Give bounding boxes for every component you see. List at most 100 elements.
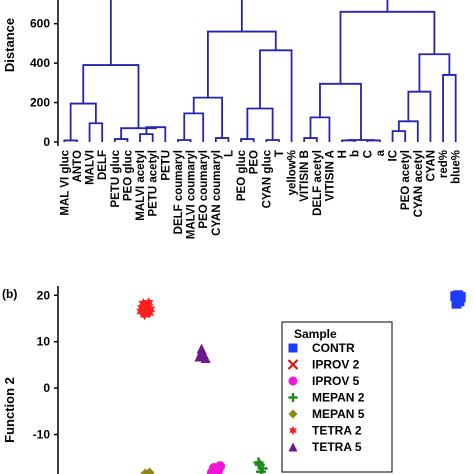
dendrogram-leaf-label: PEO xyxy=(249,150,261,174)
dendrogram-leaf-label: DELF acetyl xyxy=(312,150,324,216)
dendrogram-leaf-label: CYAN coumaryl xyxy=(211,150,223,236)
dendrogram-leaf-label: PEO coumaryl xyxy=(198,150,210,229)
dendrogram-leaf-label: PETU xyxy=(160,150,172,181)
scatter-y-tick-label: 20 xyxy=(37,288,51,302)
dendrogram-branch xyxy=(407,90,432,142)
dendrogram-leaf-label: MAL VI gluc xyxy=(59,149,71,215)
dendrogram-branch xyxy=(319,82,362,141)
dendrogram-leaf-label: b xyxy=(350,150,362,157)
dendrogram-leaf-label: MALVI coumaryl xyxy=(186,150,198,239)
legend-label: TETRA 5 xyxy=(312,440,362,454)
dendrogram-leaf-label: CYAN acetyl xyxy=(413,150,425,217)
scatter-point xyxy=(140,468,151,474)
legend-label: IPROV 2 xyxy=(312,358,360,372)
scatter-point xyxy=(145,303,156,315)
dendrogram-branch xyxy=(183,112,205,142)
dendrogram-leaf-label: H xyxy=(337,150,349,158)
dendrogram-leaf-label: MALVI xyxy=(85,150,97,185)
legend-marker xyxy=(288,409,298,419)
dendrogram-leaf-label: PEO acetyl xyxy=(400,150,412,210)
dendrogram-branch xyxy=(88,122,104,142)
panel-label-b: (b) xyxy=(2,287,17,301)
legend-marker xyxy=(289,426,297,435)
dendrogram-branch xyxy=(391,130,407,142)
dendrogram-leaf-label: PEO gluc xyxy=(122,149,134,201)
scatter-y-axis: 20 10 0 -10 xyxy=(33,286,59,474)
dendrogram-leaf-label: DELF coumaryl xyxy=(173,150,185,234)
scatter-point xyxy=(200,352,211,363)
legend-marker xyxy=(288,442,298,452)
legend-marker xyxy=(288,376,298,386)
dendrogram-leaf-label: PEO gluc xyxy=(236,149,248,201)
dendrogram-branch xyxy=(145,126,167,142)
scatter-y-tick-label: 10 xyxy=(37,335,51,349)
dendrogram-branch xyxy=(246,107,274,141)
dendrogram-branch xyxy=(303,137,318,142)
dendrogram-y-axis: 0 200 400 600 xyxy=(30,0,59,149)
dendrogram-branch xyxy=(418,53,451,92)
dendrogram-branch xyxy=(69,102,97,141)
dendrogram-branch xyxy=(139,133,154,142)
dendrogram-leaf-label: ANTO xyxy=(72,150,84,182)
dendrogram-branch xyxy=(120,127,157,140)
dendrogram-y-tick-label: 200 xyxy=(30,96,50,110)
dendrogram-y-tick-label: 0 xyxy=(43,135,50,149)
legend-title: Sample xyxy=(294,327,337,341)
dendrogram-leaf-label: MALVI acetyl xyxy=(135,150,147,221)
dendrogram-leaf-label: CYAN gluc xyxy=(261,149,273,208)
legend-label: TETRA 2 xyxy=(312,424,362,438)
dendrogram-leaf-label: C xyxy=(362,150,374,158)
dendrogram-branch xyxy=(339,10,436,84)
dendrogram-y-tick-label: 400 xyxy=(30,56,50,70)
scatter-y-axis-label: Function 2 xyxy=(2,377,17,443)
dendrogram-leaf-label: VITISIN A xyxy=(324,150,336,201)
legend-marker xyxy=(287,359,299,370)
legend-label: IPROV 5 xyxy=(312,374,360,388)
scatter-y-tick-label: 0 xyxy=(43,381,50,395)
dendrogram-branch xyxy=(240,138,255,142)
dendrogram-branch xyxy=(214,137,230,142)
dendrogram-leaf-label: L xyxy=(223,150,235,157)
dendrogram-branch xyxy=(113,138,129,142)
dendrogram-leaf-label: DELF xyxy=(97,150,109,180)
dendrogram-y-axis-label: Distance xyxy=(2,18,17,72)
dendrogram-leaf-label: PETU acetyl xyxy=(148,150,160,216)
scatter-y-tick-label: -10 xyxy=(33,428,51,442)
legend-label: MEPAN 5 xyxy=(312,407,365,421)
dendrogram-leaf-label: T xyxy=(274,150,286,157)
scatter-point xyxy=(137,302,147,314)
scatter-point xyxy=(215,461,226,472)
scatter-points xyxy=(136,290,466,474)
dendrogram-branch xyxy=(82,64,140,129)
dendrogram-leaf-label: yellow% xyxy=(287,150,299,195)
dendrogram-branch xyxy=(265,139,280,142)
dendrogram-branches xyxy=(63,0,457,142)
scatter-point xyxy=(142,300,153,312)
dendrogram-branch xyxy=(397,120,419,142)
scatter-point xyxy=(138,298,149,310)
scatter-point xyxy=(256,466,267,474)
scatter-point xyxy=(143,297,154,309)
dendrogram-branch xyxy=(207,30,277,98)
dendrogram-branch xyxy=(442,74,457,142)
dendrogram-leaf-label: CYAN xyxy=(425,150,437,182)
scatter-point xyxy=(196,346,207,357)
dendrogram-leaf-label: VITISIN B xyxy=(299,150,311,202)
dendrogram-y-tick-label: 600 xyxy=(30,17,50,31)
dendrogram-leaf-labels: MAL VI gluc ANTO MALVI DELF PETU gluc PEO glu… xyxy=(59,149,462,239)
legend-label: MEPAN 2 xyxy=(312,391,365,405)
scatter-point xyxy=(206,467,217,474)
scatter-point xyxy=(253,457,264,468)
dendrogram-leaf-label: blue% xyxy=(451,150,463,184)
dendrogram-branch xyxy=(177,139,192,142)
legend-label: CONTR xyxy=(312,341,355,355)
legend-marker xyxy=(288,393,298,402)
scatter-point xyxy=(453,290,464,301)
dendrogram-leaf-label: PETU gluc xyxy=(110,149,122,207)
legend-marker xyxy=(288,343,298,353)
dendrogram-leaf-label: IC xyxy=(388,150,400,162)
